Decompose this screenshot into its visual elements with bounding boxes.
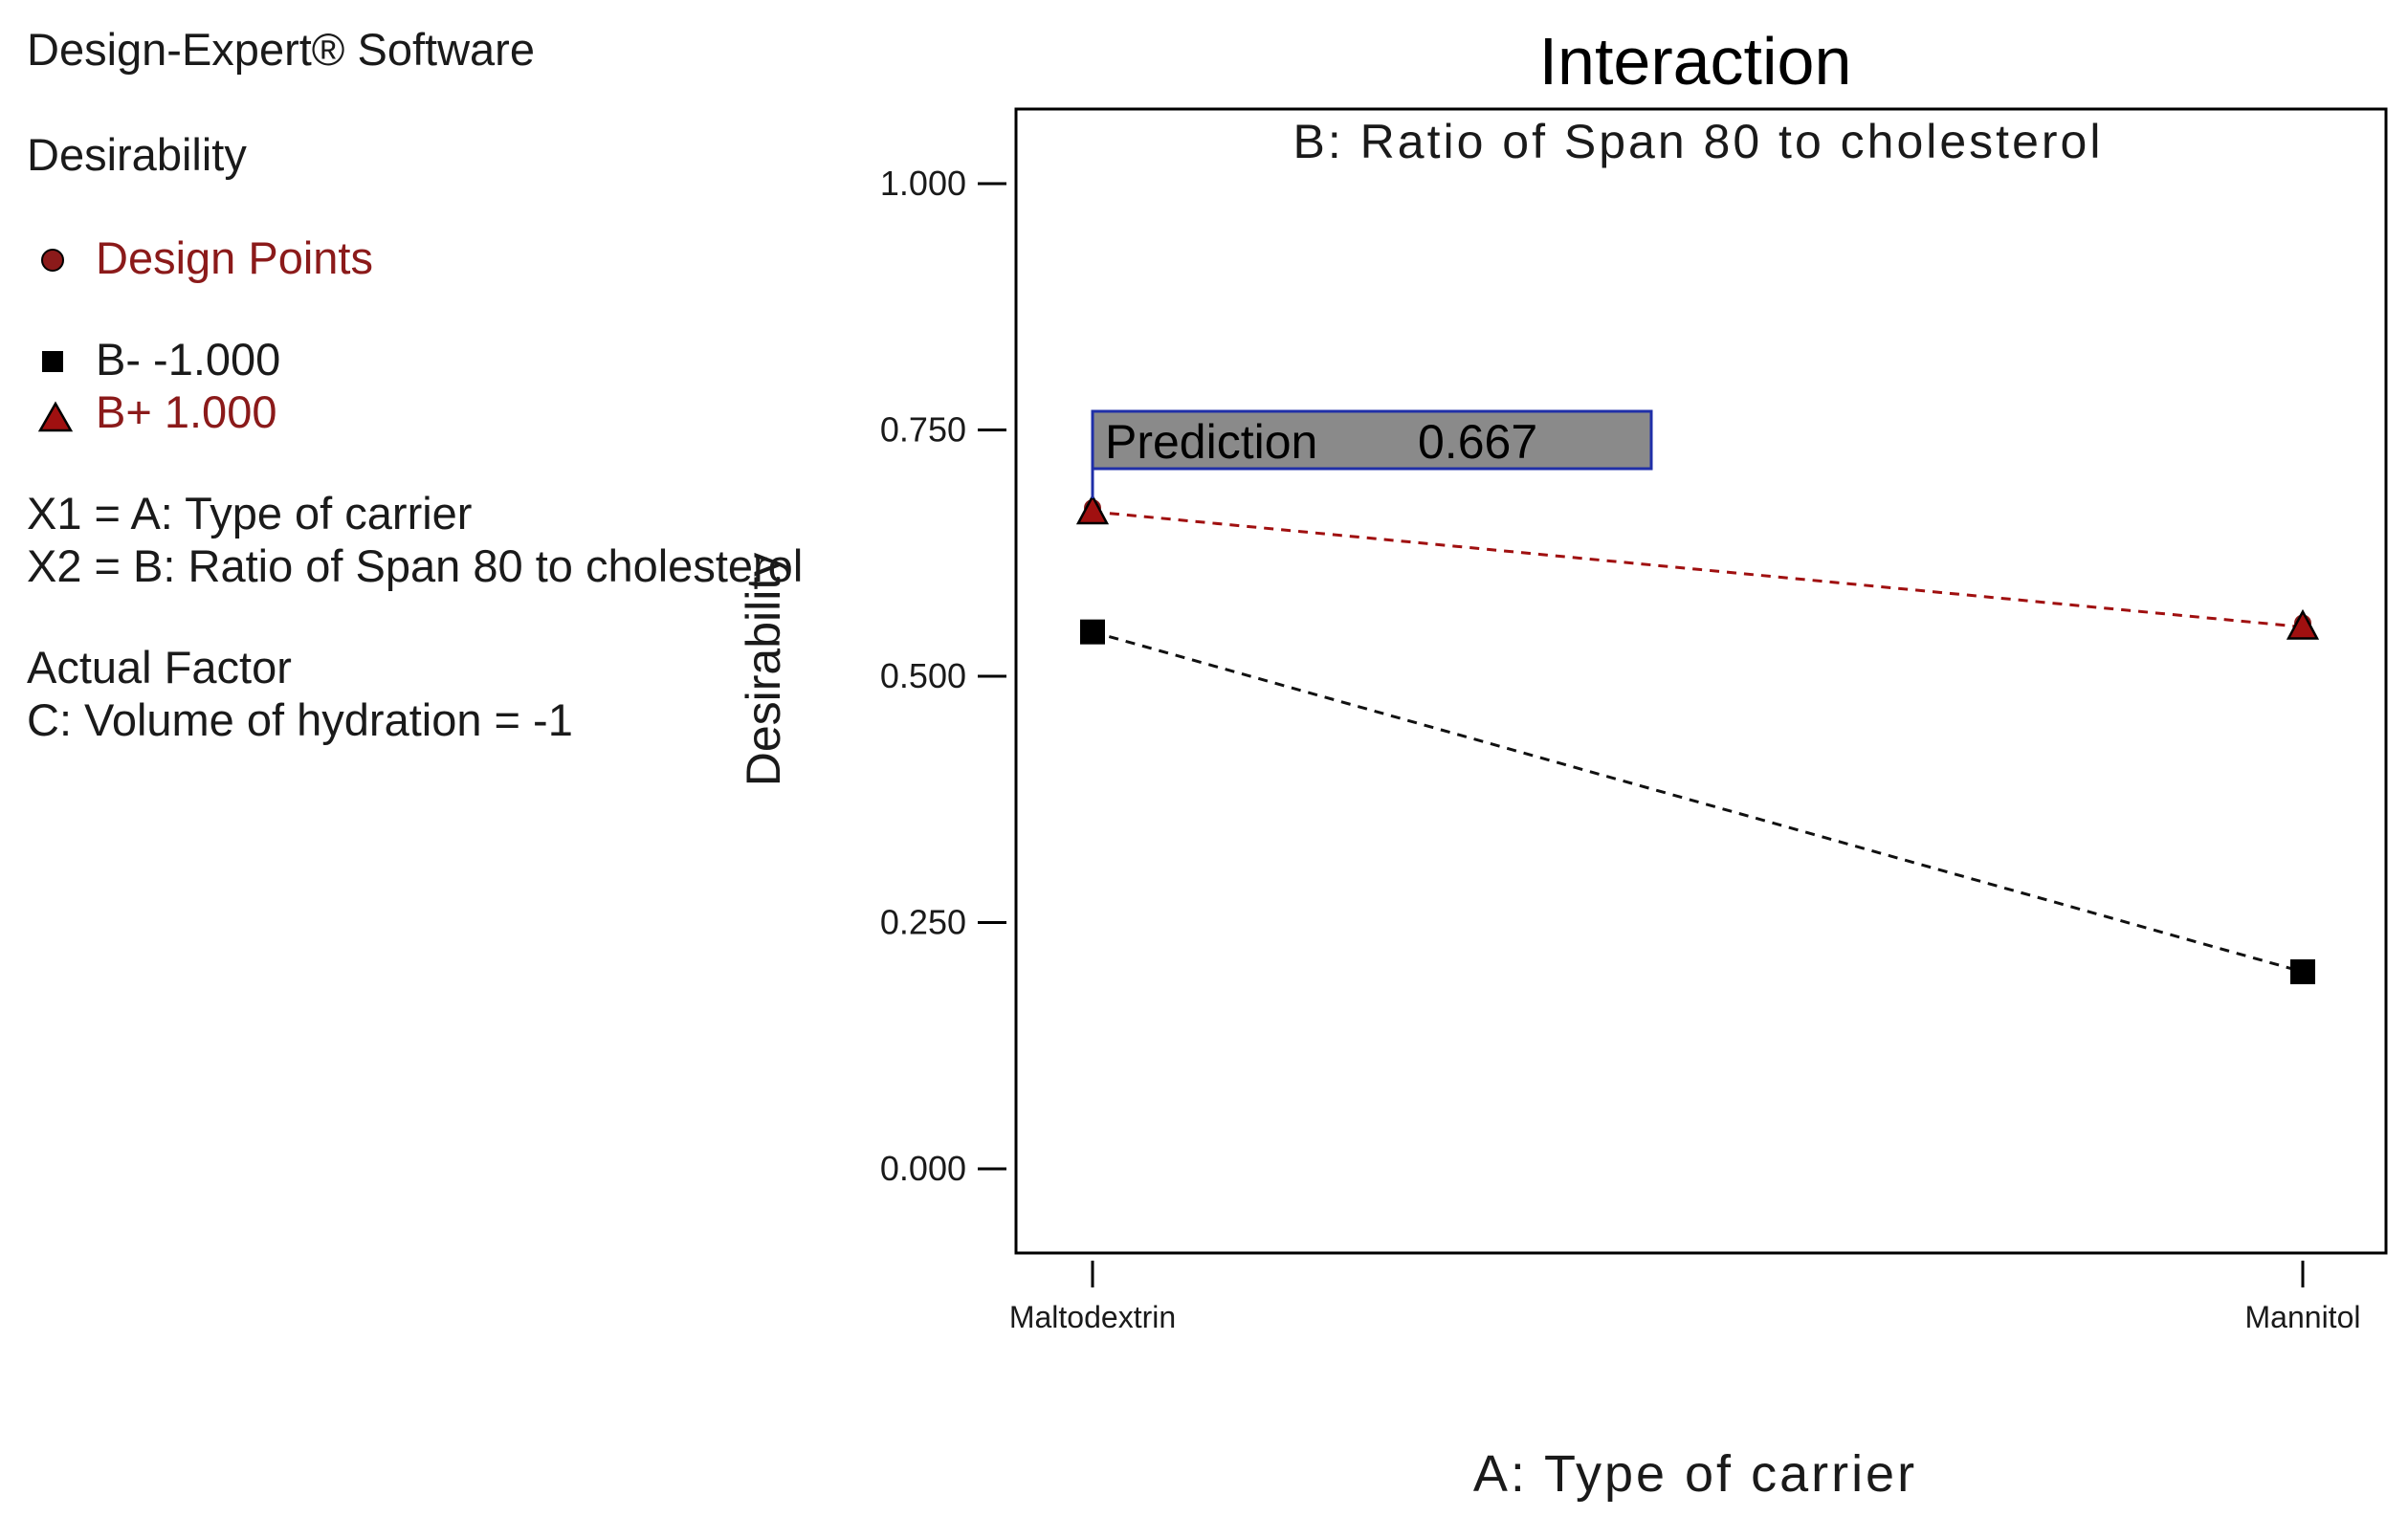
x-axis-ticks: Maltodextrin Mannitol (1009, 1261, 2361, 1334)
prediction-box (1091, 409, 1653, 471)
x1-definition: X1 = A: Type of carrier (27, 488, 472, 539)
prediction-callout: Prediction 0.667 (1091, 409, 1653, 498)
legend-square-icon (42, 351, 63, 372)
design-point-marker-icon (41, 249, 64, 272)
y-tick-label: 1.000 (880, 164, 966, 203)
response-name: Desirability (27, 129, 247, 180)
series-line (1092, 510, 2304, 628)
series-layer (1075, 494, 2320, 984)
chart-title: Interaction (1539, 24, 1852, 99)
y-axis-ticks: 0.000 0.250 0.500 0.750 1.000 (880, 164, 1006, 1188)
data-point-triangle (2286, 608, 2320, 640)
chart-subtitle: B: Ratio of Span 80 to cholesterol (1293, 115, 2104, 168)
legend-low-label: B- -1.000 (96, 334, 280, 385)
legend-triangle-icon (37, 401, 74, 432)
data-point-square (1080, 619, 1105, 645)
prediction-value: 0.667 (1418, 415, 1537, 469)
y-tick-label: 0.500 (880, 656, 966, 695)
y-tick-label: 0.750 (880, 410, 966, 450)
series-line (1092, 630, 2304, 974)
x-tick-label: Mannitol (2245, 1300, 2361, 1334)
data-point-triangle (1075, 494, 1110, 525)
y-tick-label: 0.000 (880, 1149, 966, 1188)
plot-frame (1014, 107, 2388, 1255)
info-panel: Design-Expert® Software Desirability Des… (27, 24, 803, 745)
software-name: Design-Expert® Software (27, 24, 535, 75)
actual-factor-heading: Actual Factor (27, 642, 292, 693)
design-points-label: Design Points (96, 232, 373, 283)
x-axis-title: A: Type of carrier (1473, 1445, 1917, 1503)
x2-definition: X2 = B: Ratio of Span 80 to cholesterol (27, 540, 803, 591)
y-tick-label: 0.250 (880, 903, 966, 942)
data-point-square (2290, 959, 2315, 984)
y-axis-title: Desirability (737, 553, 790, 787)
actual-factor-value: C: Volume of hydration = -1 (27, 694, 573, 745)
prediction-label: Prediction (1105, 415, 1317, 469)
x-tick-label: Maltodextrin (1009, 1300, 1176, 1334)
legend-high-label: B+ 1.000 (96, 386, 276, 437)
